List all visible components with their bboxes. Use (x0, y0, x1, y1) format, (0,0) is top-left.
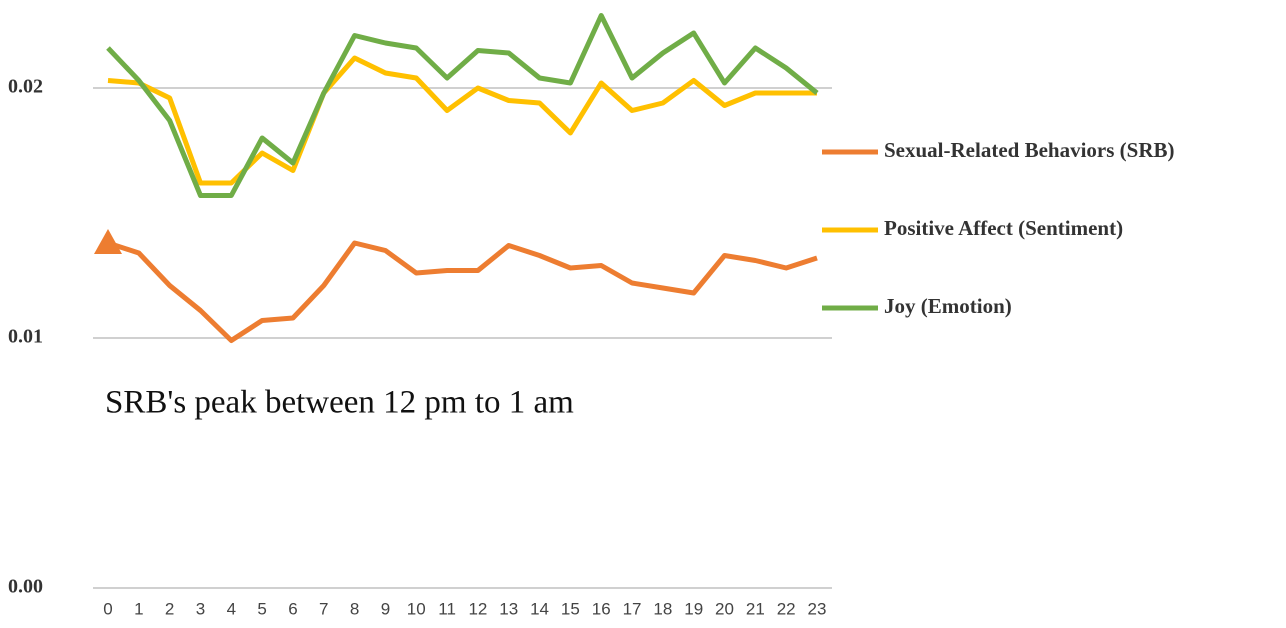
x-tick-label: 4 (227, 599, 236, 618)
x-tick-label: 1 (134, 599, 143, 618)
x-tick-label: 8 (350, 599, 359, 618)
x-tick-label: 6 (288, 599, 297, 618)
peak-marker (94, 229, 122, 254)
x-tick-label: 19 (684, 599, 703, 618)
y-tick-label: 0.01 (8, 326, 43, 348)
x-tick-label: 11 (438, 599, 456, 618)
legend-label: Sexual-Related Behaviors (SRB) (884, 138, 1175, 162)
x-tick-label: 13 (499, 599, 518, 618)
x-tick-label: 14 (530, 599, 549, 618)
x-tick-label: 7 (319, 599, 328, 618)
series-line (106, 13, 819, 198)
x-tick-label: 21 (746, 599, 765, 618)
x-tick-label: 22 (777, 599, 796, 618)
legend-label: Positive Affect (Sentiment) (884, 216, 1123, 240)
x-tick-label: 17 (623, 599, 642, 618)
x-tick-label: 5 (257, 599, 266, 618)
legend-label: Joy (Emotion) (884, 294, 1012, 318)
y-tick-label: 0.00 (8, 576, 43, 598)
x-tick-label: 10 (407, 599, 426, 618)
x-tick-label: 20 (715, 599, 734, 618)
x-tick-label: 0 (103, 599, 112, 618)
x-tick-label: 23 (808, 599, 827, 618)
series-line (107, 55, 817, 186)
x-tick-label: 2 (165, 599, 174, 618)
annotation: SRB's peak between 12 pm to 1 am (105, 385, 574, 421)
x-tick-label: 18 (653, 599, 672, 618)
x-tick-label: 3 (196, 599, 205, 618)
x-tick-label: 12 (468, 599, 487, 618)
x-tick-label: 9 (381, 599, 390, 618)
series-line (107, 240, 818, 343)
y-tick-label: 0.02 (8, 76, 43, 98)
x-tick-label: 15 (561, 599, 580, 618)
x-tick-label: 16 (592, 599, 611, 618)
